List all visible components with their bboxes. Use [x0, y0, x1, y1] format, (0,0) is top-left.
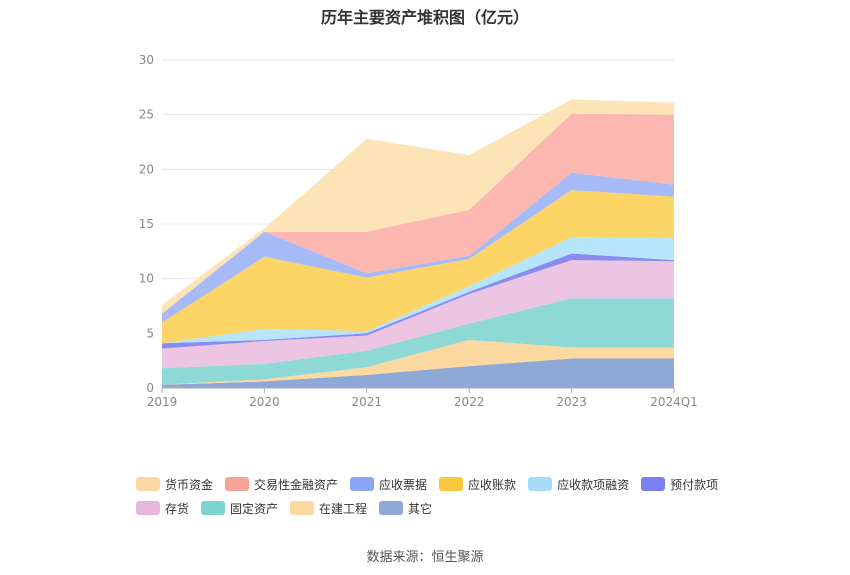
data-source: 数据来源：恒生聚源 — [366, 550, 484, 565]
legend-label: 应收票据 — [379, 477, 428, 492]
legend-label: 在建工程 — [319, 501, 368, 516]
legend-item[interactable]: 货币资金 — [136, 476, 213, 493]
legend-swatch — [225, 477, 250, 491]
area-应收款项融资 — [162, 237, 674, 344]
x-tick-label: 2022 — [454, 395, 485, 409]
legend-label: 其它 — [408, 501, 433, 516]
x-tick-label: 2021 — [352, 395, 383, 409]
legend-swatch — [290, 501, 315, 515]
x-tick-label: 2019 — [147, 395, 178, 409]
y-tick-label: 15 — [139, 217, 154, 231]
legend-item[interactable]: 交易性金融资产 — [225, 476, 338, 493]
legend-row: 货币资金 交易性金融资产 应收票据 应收账款 应收款项融资 预付款项 — [136, 472, 756, 496]
legend-label: 固定资产 — [230, 501, 279, 516]
stacked-area-chart: 0 5 10 15 20 25 30 2019 2020 2021 2022 2023 2024Q1 — [139, 53, 698, 409]
legend-row: 存货 固定资产 在建工程 其它 — [136, 496, 756, 520]
area-应收票据 — [162, 172, 674, 323]
x-tick-label: 2023 — [556, 395, 587, 409]
legend-swatch — [439, 477, 464, 491]
x-tick-label: 2020 — [249, 395, 280, 409]
y-tick-label: 20 — [139, 162, 154, 176]
legend-swatch — [136, 477, 160, 491]
y-tick-label: 0 — [146, 381, 154, 395]
legend-label: 应收款项融资 — [557, 477, 630, 492]
legend-item[interactable]: 应收款项融资 — [528, 476, 629, 493]
chart-title: 历年主要资产堆积图（亿元） — [320, 8, 529, 27]
area-应收账款 — [162, 190, 674, 344]
legend-item[interactable]: 其它 — [379, 500, 432, 517]
legend-swatch — [641, 477, 666, 491]
y-tick-label: 25 — [139, 108, 154, 122]
legend-item[interactable]: 预付款项 — [641, 476, 718, 493]
area-交易性金融资产 — [162, 113, 674, 314]
area-存货 — [162, 260, 674, 369]
y-tick-label: 30 — [139, 53, 154, 67]
area-货币资金 — [162, 99, 674, 314]
y-tick-label: 5 — [146, 326, 154, 340]
area-固定资产 — [162, 298, 674, 385]
legend-swatch — [528, 477, 553, 491]
y-tick-label: 10 — [139, 272, 154, 286]
legend-item[interactable]: 应收账款 — [439, 476, 516, 493]
legend-swatch — [136, 501, 160, 515]
axes: 0 5 10 15 20 25 30 2019 2020 2021 2022 2023 2024Q1 — [139, 53, 698, 409]
area-series — [162, 99, 674, 388]
legend-label: 交易性金融资产 — [254, 477, 339, 492]
legend: 货币资金 交易性金融资产 应收票据 应收账款 应收款项融资 预付款项存货 固定资产 在建工程 其… — [136, 472, 756, 520]
x-tick-label: 2024Q1 — [650, 395, 698, 409]
legend-swatch — [201, 501, 226, 515]
legend-swatch — [379, 501, 404, 515]
legend-item[interactable]: 应收票据 — [350, 476, 427, 493]
legend-item[interactable]: 存货 — [136, 500, 189, 517]
legend-label: 存货 — [165, 501, 190, 516]
legend-swatch — [350, 477, 375, 491]
area-其它 — [162, 358, 674, 388]
legend-label: 应收账款 — [468, 477, 517, 492]
legend-label: 预付款项 — [670, 477, 719, 492]
legend-label: 货币资金 — [165, 477, 214, 492]
legend-item[interactable]: 在建工程 — [290, 500, 367, 517]
area-在建工程 — [162, 339, 674, 385]
legend-item[interactable]: 固定资产 — [201, 500, 278, 517]
